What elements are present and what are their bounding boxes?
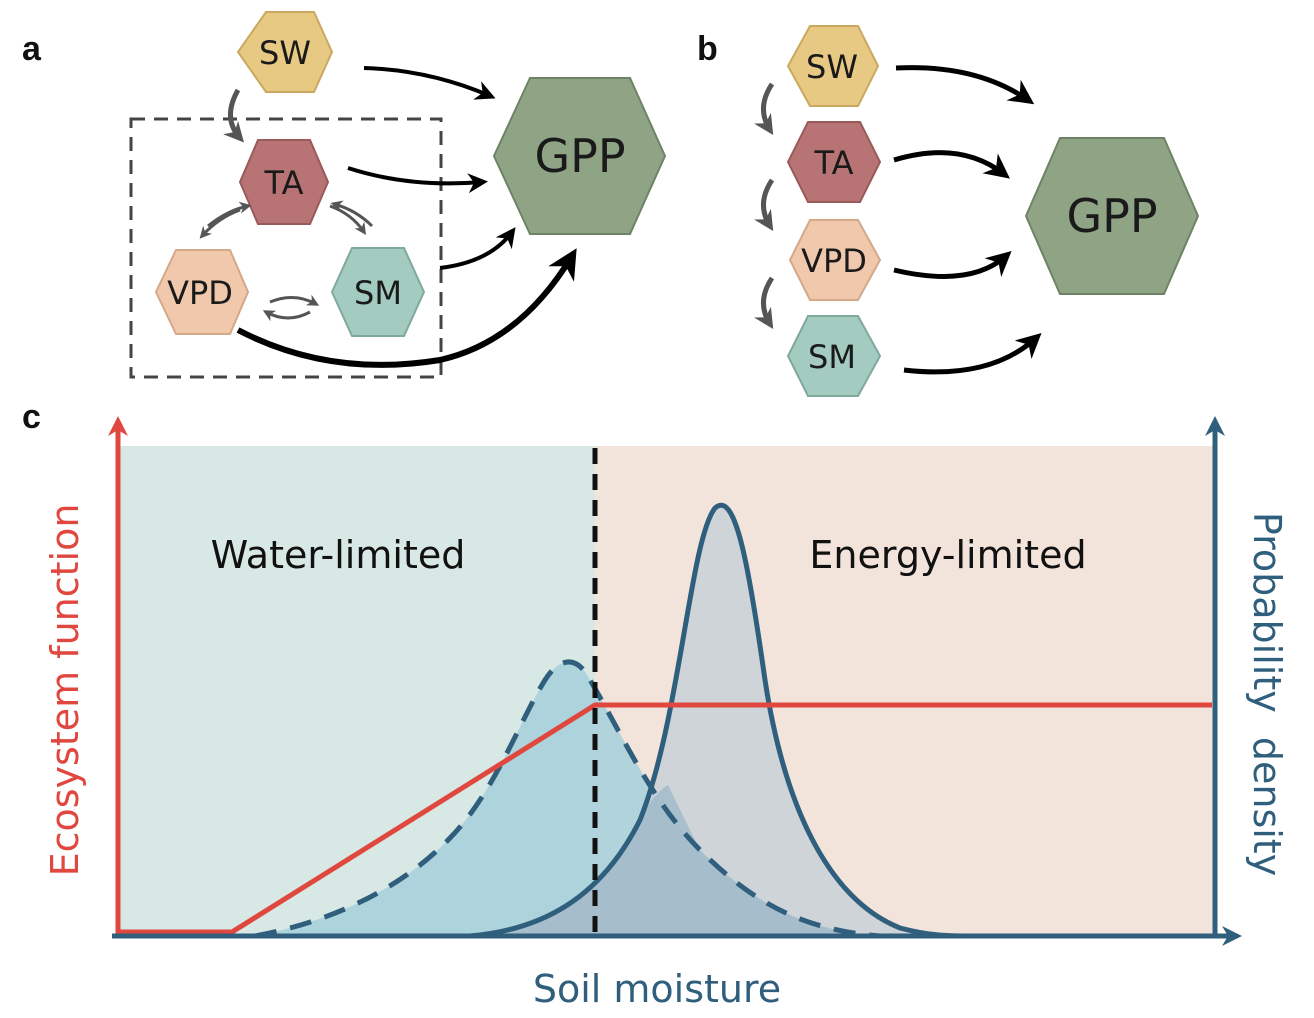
node-gpp-a: GPP [492, 77, 667, 235]
arrow-sw-to-gpp-a [363, 66, 496, 100]
distribution-dashed-fill [255, 662, 880, 936]
node-sw-b: SW [786, 25, 880, 107]
node-vpd-a: VPD [154, 249, 250, 335]
panel-b: b SW TA VPD SM GPP [697, 25, 1200, 397]
arrow-ta-to-gpp-a [347, 166, 488, 194]
arrow-vpd-to-gpp-a [236, 248, 577, 368]
node-ta-a: TA [238, 139, 330, 225]
energy-limited-label: Energy-limited [809, 533, 1086, 577]
node-sm-a: SM [330, 247, 426, 337]
node-sw-a-label: SW [259, 34, 311, 72]
distribution-solid-fill [470, 505, 970, 936]
arrow-sm-to-gpp-b [903, 332, 1042, 375]
node-gpp-b: GPP [1024, 137, 1200, 295]
node-ta-a-label: TA [264, 164, 304, 202]
panel-b-letter: b [697, 30, 718, 68]
node-sw-a-shape [236, 11, 334, 93]
node-ta-b: TA [786, 121, 882, 203]
arrow-vpd-to-gpp-b [893, 251, 1012, 279]
node-ta-b-label: TA [814, 144, 854, 182]
arrow-vpd-to-ta [207, 201, 252, 228]
panel-a-letter: a [22, 30, 42, 68]
arrow-sw-to-gpp-b [895, 65, 1035, 105]
coupled-variables-box [129, 117, 443, 379]
arrow-sw-to-ta-b [754, 82, 775, 136]
x-axis-label: Soil moisture [533, 967, 781, 1011]
right-y-axis-label: Probability density [1245, 512, 1289, 876]
arrow-sm-to-ta [330, 200, 374, 228]
node-sw-b-label: SW [806, 48, 858, 86]
arrow-sm-to-vpd [262, 310, 311, 322]
arrow-sw-to-ta-a [223, 88, 245, 143]
node-sm-b: SM [786, 315, 882, 397]
arrow-sm-to-gpp-a [439, 227, 516, 270]
arrow-ta-to-vpd [199, 208, 241, 239]
water-limited-label: Water-limited [211, 533, 466, 577]
node-vpd-b-label: VPD [801, 242, 867, 280]
node-vpd-a-label: VPD [167, 274, 233, 312]
panel-a: a SW TA VPD SM GPP [22, 11, 667, 379]
arrow-ta-to-vpd-b [754, 178, 775, 232]
distribution-solid-curve [469, 502, 971, 939]
node-sm-b-label: SM [808, 338, 856, 376]
node-sw-a: SW [236, 11, 334, 93]
arrow-ta-to-gpp-b [893, 150, 1010, 179]
node-vpd-b: VPD [788, 219, 882, 301]
node-gpp-a-label: GPP [534, 129, 625, 183]
left-y-axis-label: Ecosystem function [43, 504, 87, 877]
panel-c-letter: c [22, 398, 41, 436]
arrow-vpd-to-sm [269, 294, 320, 306]
node-sm-a-label: SM [354, 274, 402, 312]
ecosystem-function-line [118, 702, 1212, 935]
distribution-overlap-fill [470, 785, 880, 936]
node-gpp-b-label: GPP [1066, 189, 1157, 243]
arrow-vpd-to-sm-b [754, 276, 775, 330]
panel-c: c Water-limited Energy-limited Soil mois… [22, 398, 1289, 1011]
distribution-dashed-curve [254, 659, 881, 939]
